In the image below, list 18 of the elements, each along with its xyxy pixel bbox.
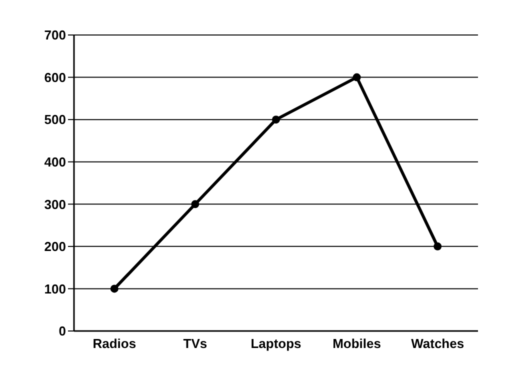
- point: [191, 200, 200, 208]
- point: [434, 242, 442, 250]
- x-tick-label: Mobiles: [332, 336, 382, 352]
- point: [352, 73, 361, 82]
- point: [110, 284, 118, 293]
- y-tick-label: 300: [44, 196, 66, 212]
- y-tick-label: 200: [44, 239, 66, 254]
- y-tick-label: 600: [44, 70, 66, 85]
- x-tick-label: Laptops: [250, 336, 302, 352]
- x-tick-label: Watches: [411, 336, 464, 352]
- y-tick-label: 400: [44, 154, 66, 170]
- y-tick-label: 500: [44, 112, 66, 128]
- point: [272, 116, 280, 124]
- x-tick-label: TVs: [183, 336, 208, 352]
- x-tick-label: Radios: [92, 336, 136, 352]
- y-tick-label: 700: [44, 28, 66, 43]
- y-tick-label: 100: [44, 281, 66, 296]
- y-tick-label: 0: [58, 324, 66, 339]
